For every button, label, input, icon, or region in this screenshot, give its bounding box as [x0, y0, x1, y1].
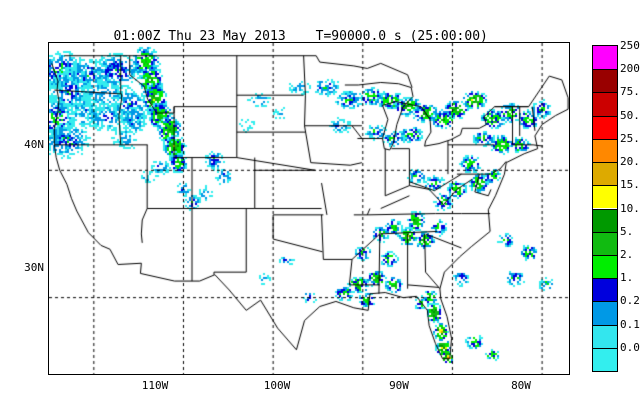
title-timestamp: 01:00Z Thu 23 May 2013 — [113, 29, 286, 44]
colorbar-band — [593, 301, 617, 325]
colorbar-separator — [593, 301, 617, 303]
colorbar-tick-label: 15. — [620, 178, 640, 192]
colorbar-separator — [593, 324, 617, 326]
colorbar-separator — [593, 69, 617, 71]
title-model-time: T=90000.0 s (25:00:00) — [315, 29, 488, 44]
colorbar-tick-label: 20. — [620, 155, 640, 169]
precipitation-field-canvas — [49, 43, 569, 374]
colorbar-band — [593, 185, 617, 209]
colorbar-separator — [593, 138, 617, 140]
colorbar-tick-label: 200. — [620, 62, 640, 76]
colorbar-tick-label: 10. — [620, 201, 640, 215]
colorbar-separator — [593, 254, 617, 256]
colorbar-band — [593, 92, 617, 116]
colorbar-tick-label: 250. — [620, 39, 640, 52]
colorbar-tick-label: 75. — [620, 85, 640, 99]
colorbar-band — [593, 347, 617, 371]
map-plot-area — [48, 42, 570, 375]
colorbar-band — [593, 46, 617, 70]
y-tick-label: 40N — [24, 138, 44, 151]
colorbar-tick-label: 0.25 — [620, 294, 640, 308]
colorbar-band — [593, 115, 617, 139]
colorbar-band — [593, 69, 617, 93]
colorbar-tick-label: 0.10 — [620, 317, 640, 331]
colorbar-tick-label: 50. — [620, 108, 640, 122]
colorbar-separator — [593, 115, 617, 117]
colorbar-separator — [593, 185, 617, 187]
y-tick-label: 30N — [24, 261, 44, 274]
colorbar-separator — [593, 162, 617, 164]
colorbar-band — [593, 162, 617, 186]
colorbar-band — [593, 254, 617, 279]
colorbar-separator — [593, 208, 617, 210]
precipitation-colorbar — [592, 45, 618, 372]
x-tick-label: 80W — [511, 379, 531, 392]
colorbar-band — [593, 278, 617, 302]
colorbar-tick-label: 25. — [620, 131, 640, 145]
colorbar-tick-label: 2. — [620, 247, 634, 261]
x-tick-label: 100W — [263, 379, 291, 392]
colorbar-separator — [593, 92, 617, 94]
colorbar-separator — [593, 278, 617, 280]
colorbar-separator — [593, 347, 617, 349]
colorbar-separator — [593, 231, 617, 233]
colorbar-tick-label: 1. — [620, 271, 634, 285]
colorbar-band — [593, 138, 617, 163]
x-tick-label: 110W — [141, 379, 169, 392]
x-tick-label: 90W — [389, 379, 409, 392]
colorbar-tick-label: 5. — [620, 224, 634, 238]
figure-title: 01:00Z Thu 23 May 2013 T=90000.0 s (25:00… — [0, 14, 570, 59]
colorbar-tick-label: 0.01 — [620, 340, 640, 354]
colorbar-band — [593, 208, 617, 232]
colorbar-band — [593, 231, 617, 255]
colorbar-band — [593, 324, 617, 348]
